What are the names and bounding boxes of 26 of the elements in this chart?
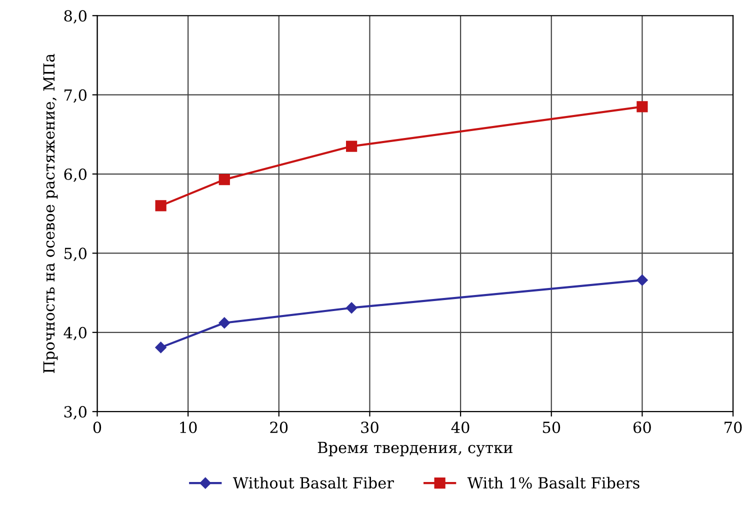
x-tick-label: 30	[361, 422, 378, 434]
y-tick-label: 5,0	[64, 248, 87, 262]
point	[636, 274, 648, 286]
x-axis-title: Время твердения, сутки	[318, 442, 512, 456]
point	[346, 140, 358, 152]
x-tick-label: 70	[724, 422, 742, 434]
x-tick-label: 10	[180, 422, 197, 434]
y-tick-label: 6,0	[64, 168, 87, 182]
point	[218, 174, 230, 186]
x-tick-label: 40	[451, 422, 470, 434]
point	[218, 317, 230, 328]
legend-label: Without Basalt Fiber	[232, 476, 394, 489]
x-tick-label: 20	[270, 422, 288, 434]
point	[346, 302, 358, 314]
y-tick-label: 8,0	[64, 10, 87, 24]
point	[155, 342, 166, 354]
x-tick-label: 0	[93, 422, 102, 434]
x-tick-label: 60	[634, 422, 651, 434]
x-tick-label: 50	[542, 422, 560, 434]
y-tick-label: 7,0	[64, 89, 87, 103]
y-tick-label: 3,0	[64, 406, 87, 420]
y-tick-label: 4,0	[64, 326, 87, 340]
point	[636, 101, 648, 112]
point	[155, 200, 166, 212]
y-axis-title: Прочность на осевое растяжение, МПа	[43, 54, 58, 373]
legend-label: With 1% Basalt Fibers	[467, 476, 640, 489]
